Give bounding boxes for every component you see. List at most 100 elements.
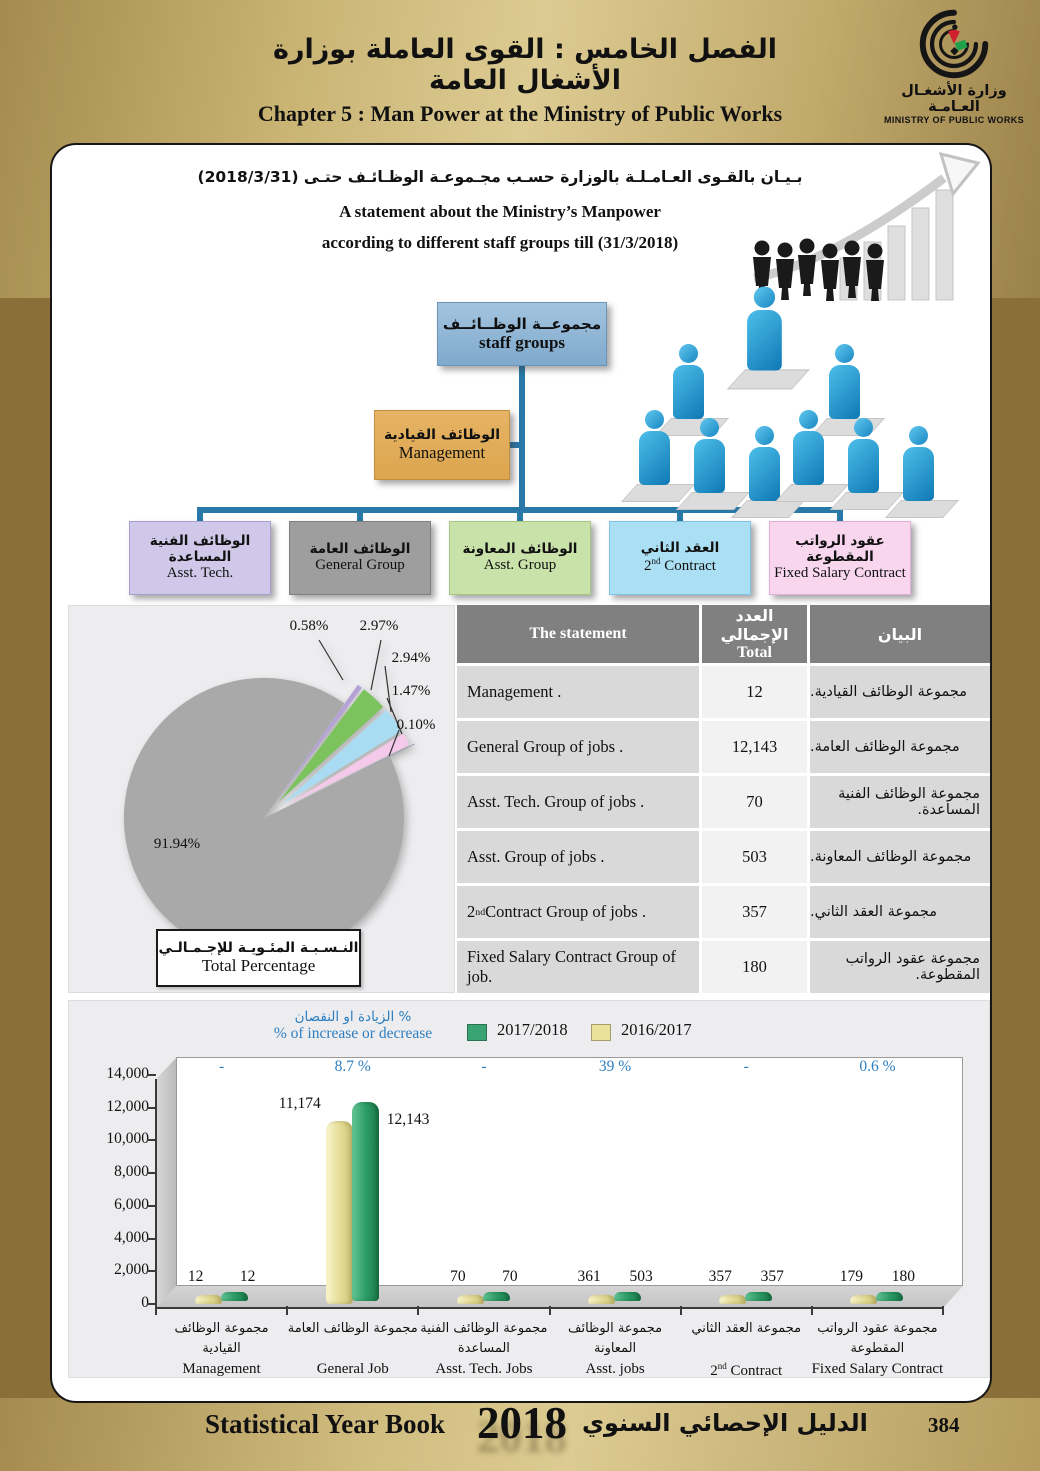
management-label-arabic: الوظائف القيادية (383, 427, 501, 443)
pie-leader-line (370, 639, 382, 691)
table-cell-total: 357 (702, 886, 807, 938)
legend-change-note: % الزيادة او النقصان % of increase or de… (264, 1009, 442, 1043)
person-head (679, 344, 698, 363)
x-category-label-english: General Job (316, 1361, 389, 1377)
chart-plot-area (176, 1057, 963, 1286)
bar-value-2017-2018: 12,143 (386, 1111, 430, 1129)
x-category-label-arabic: مجموعة الوظائف العامة (287, 1321, 418, 1336)
statement-english-2: according to different staff groups till… (321, 233, 679, 252)
table-cell-total: 180 (702, 941, 807, 993)
ministry-logo: وزارة الأشغـال العـامـة MINISTRY OF PUBL… (878, 6, 1030, 125)
group-box-label-english: 2nd Contract (644, 556, 716, 575)
y-tick-label: 10,000 (106, 1130, 149, 1148)
bar-value-2016-2017: 179 (839, 1268, 864, 1285)
legend-swatch-2016-2017 (591, 1024, 611, 1041)
y-tick (147, 1139, 156, 1142)
y-tick (147, 1204, 156, 1207)
person-head (700, 418, 719, 437)
group-box-label-english: Fixed Salary Contract (774, 565, 906, 582)
y-tick-label: 2,000 (114, 1261, 149, 1279)
connector-drop-4 (677, 511, 683, 523)
x-category-label-arabic: مجموعة العقد الثاني (691, 1321, 802, 1336)
group-box-4: العقد الثاني 2nd Contract (609, 521, 751, 595)
chapter-title-english: Chapter 5 : Man Power at the Ministry of… (257, 101, 783, 126)
table-cell-bayan: مجموعة الوظائف الفنية المساعدة. (810, 776, 990, 828)
person-body (673, 365, 704, 419)
x-tick (548, 1306, 551, 1315)
pie-leader-line (388, 729, 400, 757)
pie-label-major: 91.94% (153, 836, 201, 852)
bar-value-2017-2018: 357 (760, 1268, 784, 1285)
group-box-label-arabic: الوظائف الفنية المساعدة (149, 533, 251, 566)
person-head (753, 286, 776, 308)
change-percent-label: - (481, 1058, 487, 1075)
legend-swatch-2017-2018 (467, 1024, 487, 1041)
bar-value-2016-2017: 361 (577, 1268, 601, 1285)
group-box-label-arabic: الوظائف المعاونة (462, 541, 578, 558)
bar-2017-2018-cat0 (220, 1292, 248, 1301)
legend-change-note-english: % of increase or decrease (273, 1025, 433, 1042)
connector-drop-1 (197, 511, 203, 523)
statement-arabic: بـيـان بالقـوى العـامـلـة بالوزارة حسـب … (197, 168, 803, 186)
connector-drop-3 (517, 511, 523, 523)
statement-english-1: A statement about the Ministry’s Manpowe… (339, 202, 661, 221)
group-box-3: الوظائف المعاونة Asst. Group (449, 521, 591, 595)
bar-value-2016-2017: 12 (187, 1268, 204, 1285)
pie-callout-purple: 0.58% (289, 618, 329, 634)
ministry-logo-mark (919, 9, 989, 79)
table-header-total: العدد الإجمالي Total (702, 605, 807, 663)
y-tick-label: 14,000 (106, 1065, 149, 1082)
x-tick (679, 1306, 682, 1315)
table-cell-statement: Asst. Group of jobs . (457, 831, 699, 883)
connector-management-stub (510, 442, 521, 448)
x-category-label-english: Management (182, 1361, 261, 1377)
person-head (909, 426, 928, 445)
legend-label-2016-2017: 2016/2017 (621, 1020, 692, 1039)
bar-2016-2017-cat1 (325, 1121, 353, 1304)
table-cell-total: 70 (702, 776, 807, 828)
person-body (903, 447, 934, 501)
person-figure (654, 344, 730, 436)
pie-slice-0.58% (277, 684, 362, 800)
person-platform (726, 369, 810, 390)
y-tick (147, 1172, 156, 1175)
chart-3d-wall (156, 1057, 177, 1308)
x-category-label-english: Asst. Tech. Jobs (435, 1361, 533, 1377)
table-cell-total: 12 (702, 666, 807, 718)
y-tick (147, 1270, 156, 1273)
person-body (848, 439, 879, 493)
person-head (799, 410, 818, 429)
pie-caption-arabic: النـسـبـة المئـويـة للإجـمـالـي (158, 940, 359, 956)
bar-2016-2017-cat5 (850, 1295, 878, 1304)
person-figure (884, 426, 960, 518)
y-tick-label: 6,000 (114, 1195, 149, 1213)
pie-caption-box: النـسـبـة المئـويـة للإجـمـالـي Total Pe… (156, 929, 361, 987)
table-cell-bayan: مجموعة الوظائف العامة. (810, 721, 990, 773)
person-figure (730, 426, 806, 518)
table-cell-bayan: مجموعة الوظائف المعاونة. (810, 831, 990, 883)
table-cell-total: 503 (702, 831, 807, 883)
pie-slice-91.94% (123, 677, 404, 958)
footer-year: 2018 (477, 1398, 567, 1448)
person-head (755, 426, 774, 445)
logo-name-english: MINISTRY OF PUBLIC WORKS (883, 115, 1025, 125)
bar-2016-2017-cat4 (719, 1295, 747, 1304)
table-cell-bayan: مجموعة عقود الرواتب المقطوعة. (810, 941, 990, 993)
management-box: الوظائف القيادية Management (374, 410, 510, 480)
staff-groups-label-english: staff groups (478, 333, 566, 352)
bar-value-2017-2018: 503 (629, 1268, 653, 1285)
group-box-label-arabic: العقد الثاني (640, 540, 720, 557)
group-box-label-english: Asst. Tech. (166, 565, 234, 582)
bar-value-2016-2017: 11,174 (278, 1095, 321, 1113)
person-figure (810, 344, 886, 436)
pie-caption-english: Total Percentage (201, 956, 316, 975)
pie-callout-tiny: 0.10% (396, 717, 436, 733)
person-figure (726, 286, 810, 390)
footer-gold-band (0, 1398, 1040, 1471)
pie-slice-2.97% (279, 689, 384, 802)
statistics-table: The statement العدد الإجمالي Total البيا… (457, 605, 990, 993)
staff-groups-box: مجموعــة الوظــائــف staff groups (437, 302, 607, 366)
pie-callout-pink: 1.47% (391, 683, 431, 699)
bar-2017-2018-cat3 (614, 1292, 642, 1301)
